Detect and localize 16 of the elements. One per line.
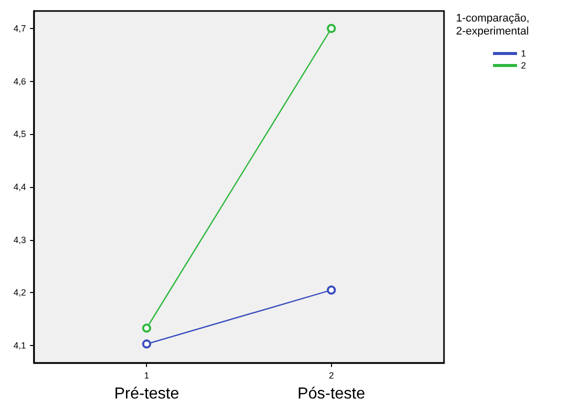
legend-label: 1 <box>521 48 526 58</box>
y-tick-label: 4,2 <box>13 288 26 298</box>
y-tick-label: 4,6 <box>13 76 26 86</box>
point <box>326 286 336 295</box>
legend-title: 1-comparação, 2-experimental <box>456 12 532 38</box>
legend-label: 2 <box>521 60 526 70</box>
point <box>326 24 336 33</box>
y-tick-label: 4,3 <box>13 234 26 245</box>
y-tick-label: 4,5 <box>13 129 26 140</box>
text: Pós-teste <box>298 386 366 402</box>
y-tick-label: 4,7 <box>13 23 26 34</box>
y-tick-label: 4,1 <box>13 340 26 351</box>
y-tick-label: 4,4 <box>13 182 26 192</box>
point <box>142 324 152 333</box>
point <box>142 339 152 348</box>
text: Pré-teste <box>114 386 180 402</box>
